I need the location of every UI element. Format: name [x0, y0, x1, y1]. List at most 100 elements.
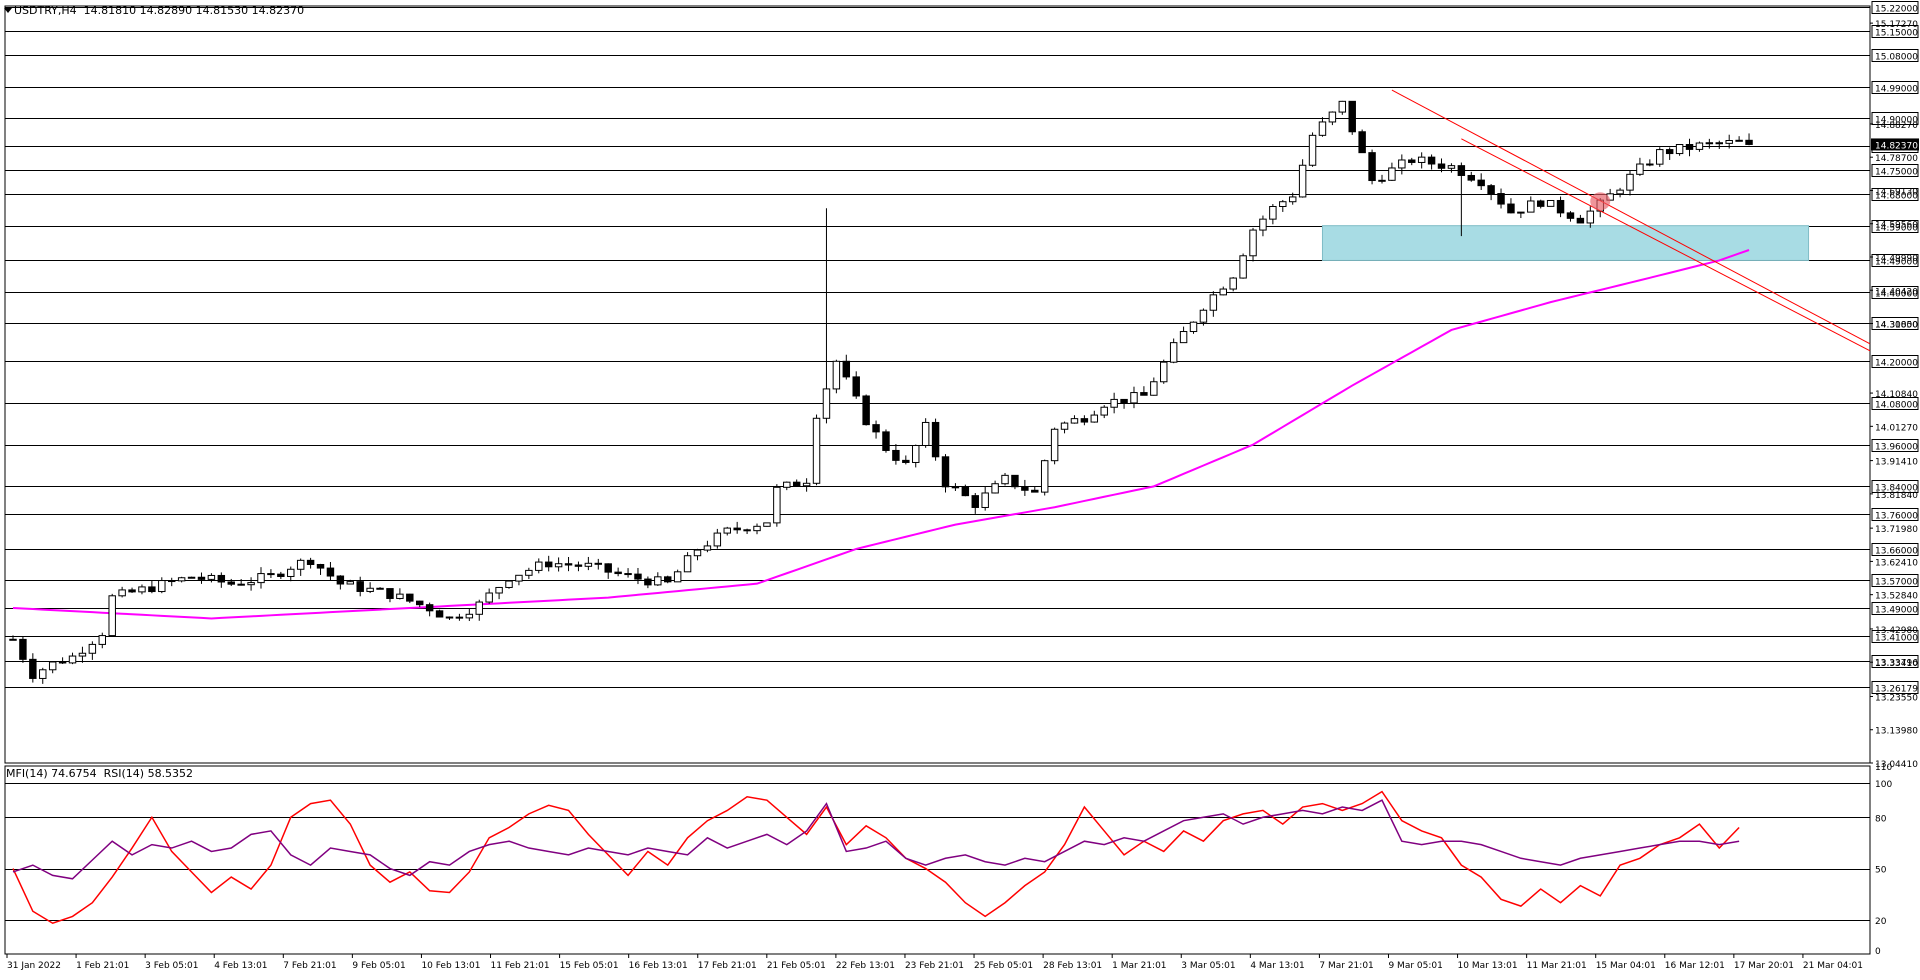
candle-body — [733, 527, 741, 531]
time-label: 23 Feb 21:01 — [905, 961, 964, 971]
time-label: 11 Feb 21:01 — [491, 961, 550, 971]
time-label: 4 Mar 13:01 — [1250, 961, 1304, 971]
candle-body — [366, 587, 374, 592]
level-label: 14.90000 — [1875, 116, 1918, 126]
candle-body — [465, 613, 474, 619]
candle-body — [1695, 142, 1704, 150]
candle-body — [425, 604, 434, 612]
candle-body — [852, 376, 860, 397]
candle-body — [1527, 200, 1535, 213]
time-label: 9 Feb 05:01 — [352, 961, 405, 971]
candle-body — [1556, 199, 1565, 214]
candle-body — [1457, 165, 1466, 176]
candle-body — [356, 581, 364, 592]
candle-body — [1546, 199, 1555, 207]
candle-body — [1150, 381, 1158, 396]
candle-body — [1160, 361, 1168, 383]
candle-body — [1189, 321, 1198, 333]
candle-body — [1179, 331, 1188, 344]
time-label: 4 Feb 13:01 — [214, 961, 267, 971]
candle-body — [1378, 179, 1386, 182]
candle-body — [981, 492, 989, 508]
price-tick-label: 14.78700 — [1875, 154, 1918, 164]
candle-body — [951, 486, 960, 489]
candle-body — [68, 655, 77, 664]
level-label: 14.20000 — [1875, 359, 1918, 369]
candle-body — [574, 564, 583, 567]
candle-body — [802, 482, 811, 487]
price-panel[interactable] — [4, 5, 1871, 764]
candle-body — [753, 525, 761, 532]
candle-body — [1090, 414, 1099, 423]
candle-body — [1487, 185, 1495, 195]
candle-body — [1031, 489, 1039, 493]
price-tick-label: 13.23550 — [1875, 693, 1918, 703]
time-label: 16 Feb 13:01 — [629, 961, 688, 971]
time-label: 21 Feb 05:01 — [767, 961, 826, 971]
level-label: 13.57000 — [1875, 578, 1918, 588]
candle-body — [455, 616, 464, 619]
price-tick-label: 15.17270 — [1875, 20, 1918, 30]
candle-body — [1408, 159, 1416, 163]
candle-body — [1417, 156, 1426, 163]
candle-body — [773, 486, 781, 524]
level-label-box — [1871, 112, 1919, 125]
level-label-box — [1871, 254, 1919, 267]
candle-body — [1517, 211, 1525, 214]
candle-body — [29, 658, 37, 679]
candle-body — [842, 360, 851, 378]
level-label: 14.08000 — [1875, 401, 1918, 411]
level-label-box — [1871, 543, 1919, 556]
time-label: 1 Feb 21:01 — [76, 961, 129, 971]
level-label: 13.84000 — [1875, 484, 1918, 494]
trendline-layer[interactable] — [1391, 89, 1871, 352]
candle-body — [783, 481, 791, 488]
level-label: 14.40000 — [1875, 290, 1918, 300]
level-label: 13.96000 — [1875, 443, 1918, 453]
level-label: 14.59000 — [1875, 224, 1918, 234]
candle-body — [495, 586, 503, 594]
candle-body — [1388, 167, 1396, 181]
candle-body — [1576, 217, 1585, 224]
time-label: 3 Mar 05:01 — [1181, 961, 1235, 971]
current-price-label: 14.82370 — [1875, 141, 1918, 151]
indicator-tick-label: 20 — [1875, 917, 1887, 927]
time-label: 17 Mar 20:01 — [1734, 961, 1794, 971]
candle-body — [1209, 294, 1218, 311]
level-label-box — [1871, 355, 1919, 368]
candle-body — [376, 587, 384, 590]
price-axis[interactable]: 15.22000 15.15000 15.08000 14.99000 14.90000… — [1870, 1, 1919, 771]
price-tick-label: 14.88270 — [1875, 121, 1918, 131]
indicator-tick-label: 50 — [1875, 866, 1887, 876]
candle-body — [1636, 163, 1644, 175]
indicator-axis[interactable]: 110 100 80 50 20 0 — [1875, 763, 1892, 957]
candle-body — [1507, 203, 1515, 214]
collapse-triangle-icon[interactable] — [4, 8, 12, 13]
candle-body — [1259, 218, 1267, 231]
candle-body — [39, 669, 47, 679]
level-label: 13.33796 — [1875, 659, 1918, 669]
candle-body — [1219, 288, 1227, 296]
level-label: 15.08000 — [1875, 53, 1918, 63]
candle-body — [554, 563, 563, 568]
time-label: 10 Feb 13:01 — [421, 961, 480, 971]
candle-body — [743, 529, 751, 532]
candle-body — [594, 562, 603, 565]
price-tick-label: 14.49990 — [1875, 254, 1918, 264]
candle-body — [1269, 205, 1277, 220]
price-tick-label: 14.30850 — [1875, 321, 1918, 331]
indicator-panel[interactable] — [4, 765, 1871, 955]
support-zone-layer — [1321, 225, 1810, 261]
candle-body — [306, 559, 315, 565]
candle-body — [872, 424, 880, 433]
candle-body — [584, 562, 593, 567]
time-axis[interactable]: 31 Jan 2022 1 Feb 21:01 3 Feb 05:01 4 Feb 1… — [6, 954, 1863, 971]
indicator-tick-label: 100 — [1875, 780, 1892, 790]
candle-body — [1745, 139, 1753, 145]
candle-body — [822, 388, 831, 419]
candle-body — [703, 545, 712, 551]
candle-body — [1308, 134, 1317, 166]
candle-body — [326, 567, 335, 577]
